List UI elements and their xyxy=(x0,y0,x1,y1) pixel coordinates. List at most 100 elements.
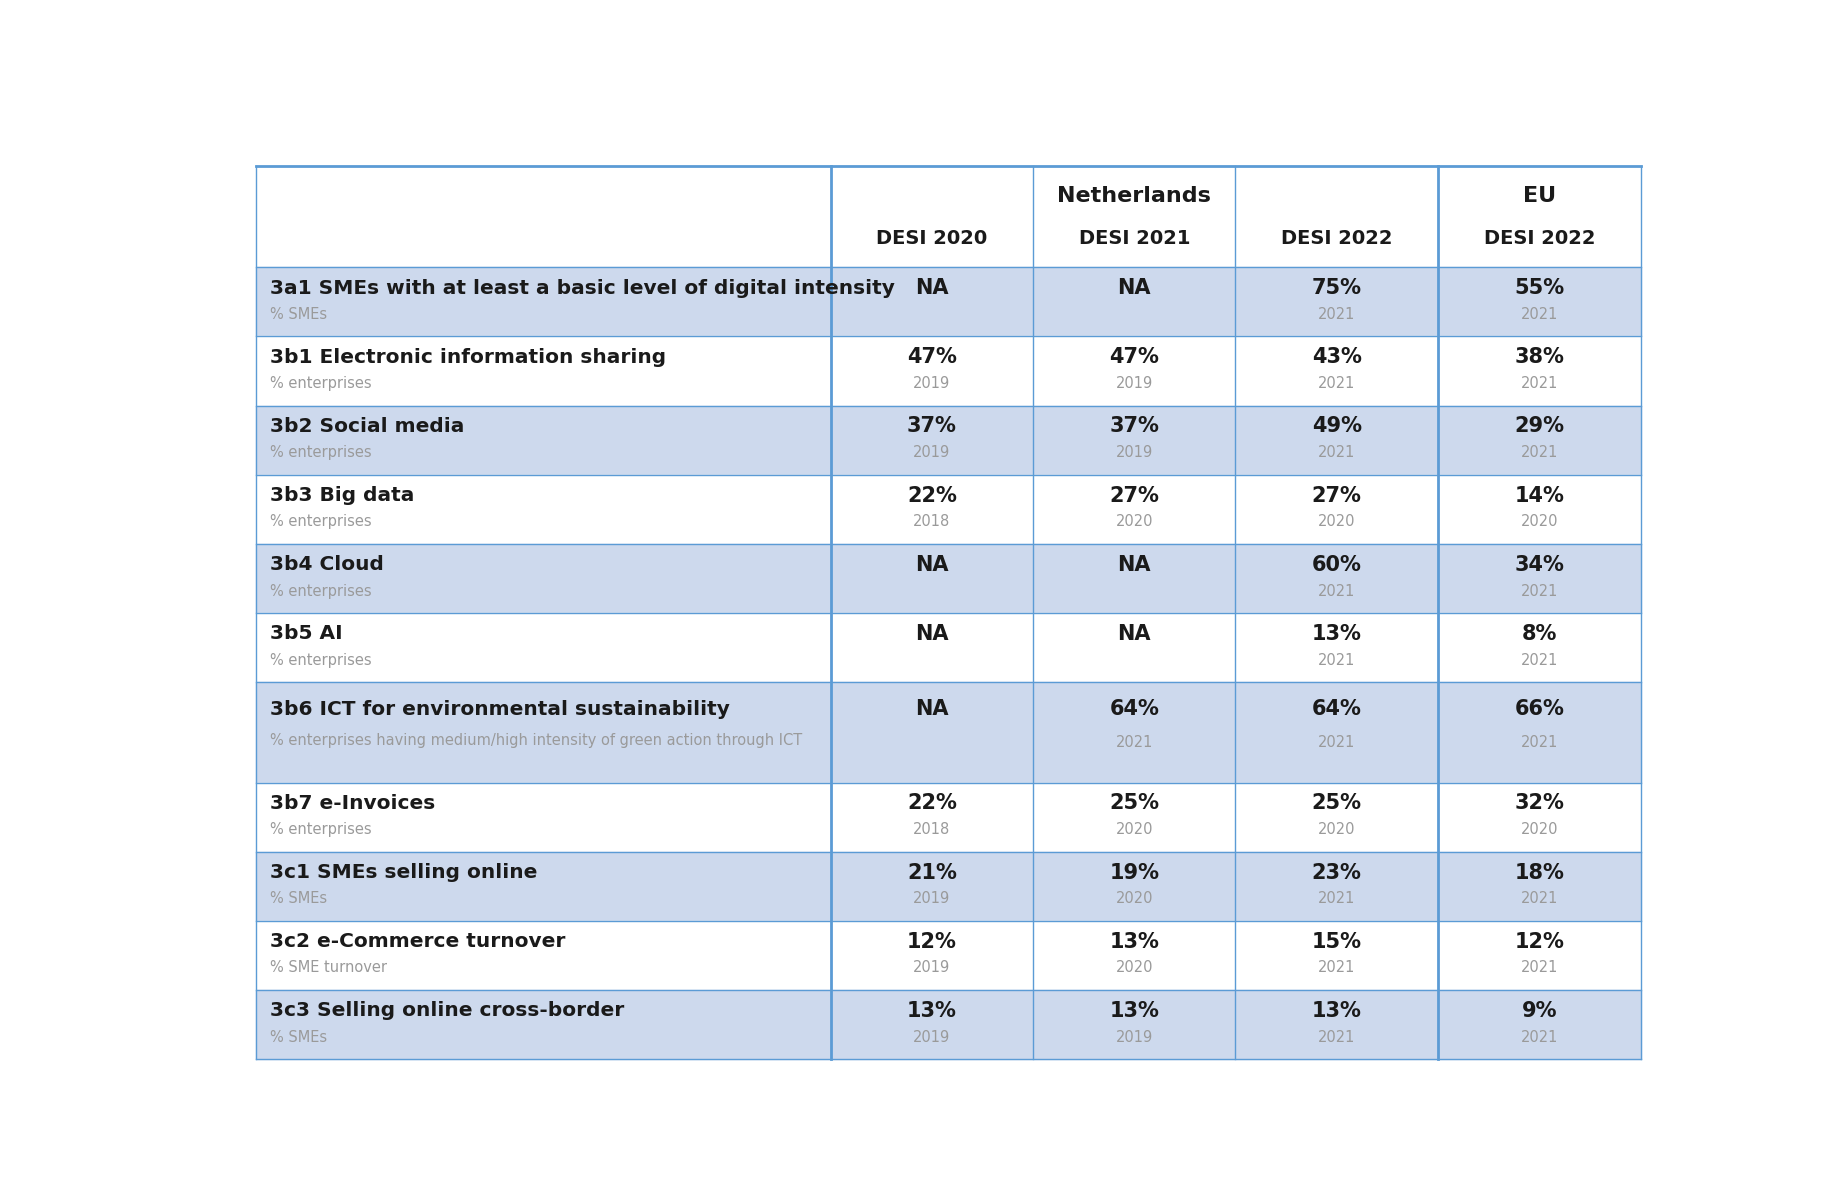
Text: 25%: 25% xyxy=(1109,794,1159,813)
Text: 25%: 25% xyxy=(1312,794,1361,813)
Text: 49%: 49% xyxy=(1312,416,1361,436)
Text: 2021: 2021 xyxy=(1319,1030,1356,1044)
Text: 64%: 64% xyxy=(1312,700,1361,720)
Text: % enterprises: % enterprises xyxy=(269,515,372,529)
Text: 13%: 13% xyxy=(1109,932,1159,951)
Text: % enterprises having medium/high intensity of green action through ICT: % enterprises having medium/high intensi… xyxy=(269,733,801,749)
Text: 32%: 32% xyxy=(1514,794,1564,813)
Text: NA: NA xyxy=(915,623,949,644)
Text: 2020: 2020 xyxy=(1116,515,1153,529)
Text: 2019: 2019 xyxy=(914,445,950,460)
Text: 21%: 21% xyxy=(906,863,956,882)
Text: 3c2 e-Commerce turnover: 3c2 e-Commerce turnover xyxy=(269,932,565,951)
Text: 2018: 2018 xyxy=(914,822,950,837)
Text: % enterprises: % enterprises xyxy=(269,584,372,598)
Text: % enterprises: % enterprises xyxy=(269,375,372,391)
Bar xyxy=(256,682,1641,783)
Text: 18%: 18% xyxy=(1514,863,1564,882)
Text: 23%: 23% xyxy=(1312,863,1361,882)
Text: 2021: 2021 xyxy=(1521,892,1558,906)
Text: 2021: 2021 xyxy=(1521,735,1558,750)
Text: 2020: 2020 xyxy=(1520,822,1558,837)
Bar xyxy=(256,613,1641,682)
Text: 3b1 Electronic information sharing: 3b1 Electronic information sharing xyxy=(269,348,667,367)
Text: 38%: 38% xyxy=(1514,347,1564,367)
Text: 2018: 2018 xyxy=(914,515,950,529)
Text: 2021: 2021 xyxy=(1319,375,1356,391)
Text: 3b6 ICT for environmental sustainability: 3b6 ICT for environmental sustainability xyxy=(269,700,729,719)
Text: 9%: 9% xyxy=(1521,1001,1556,1020)
Text: 3b3 Big data: 3b3 Big data xyxy=(269,486,414,505)
Text: 3b2 Social media: 3b2 Social media xyxy=(269,417,464,436)
Text: % enterprises: % enterprises xyxy=(269,445,372,460)
Text: 2021: 2021 xyxy=(1116,735,1153,750)
Text: 3c1 SMEs selling online: 3c1 SMEs selling online xyxy=(269,863,538,882)
Text: 12%: 12% xyxy=(906,932,956,951)
Text: 2020: 2020 xyxy=(1520,515,1558,529)
Text: % enterprises: % enterprises xyxy=(269,822,372,837)
Text: 2021: 2021 xyxy=(1521,961,1558,975)
Text: 3c3 Selling online cross-border: 3c3 Selling online cross-border xyxy=(269,1001,624,1020)
Text: NA: NA xyxy=(915,278,949,298)
Text: % SMEs: % SMEs xyxy=(269,306,326,322)
Text: 60%: 60% xyxy=(1312,554,1361,575)
Text: % SME turnover: % SME turnover xyxy=(269,961,387,975)
Text: NA: NA xyxy=(915,554,949,575)
Text: 2021: 2021 xyxy=(1521,375,1558,391)
Text: DESI 2020: DESI 2020 xyxy=(877,229,987,248)
Text: 34%: 34% xyxy=(1514,554,1564,575)
Text: 66%: 66% xyxy=(1514,700,1564,720)
Text: NA: NA xyxy=(1118,623,1151,644)
Text: % enterprises: % enterprises xyxy=(269,653,372,668)
Text: 2021: 2021 xyxy=(1319,445,1356,460)
Text: 3a1 SMEs with at least a basic level of digital intensity: 3a1 SMEs with at least a basic level of … xyxy=(269,279,895,298)
Text: 8%: 8% xyxy=(1521,623,1556,644)
Text: 27%: 27% xyxy=(1109,485,1159,505)
Text: 19%: 19% xyxy=(1109,863,1159,882)
Bar xyxy=(256,405,1641,474)
Text: 2020: 2020 xyxy=(1116,822,1153,837)
Bar xyxy=(256,166,1641,267)
Text: 2019: 2019 xyxy=(914,892,950,906)
Text: 3b7 e-Invoices: 3b7 e-Invoices xyxy=(269,794,435,813)
Text: 2021: 2021 xyxy=(1521,445,1558,460)
Text: 2019: 2019 xyxy=(1116,1030,1153,1044)
Text: 2021: 2021 xyxy=(1521,584,1558,598)
Text: 22%: 22% xyxy=(906,794,956,813)
Text: 55%: 55% xyxy=(1514,278,1564,298)
Text: 2021: 2021 xyxy=(1319,961,1356,975)
Bar xyxy=(256,921,1641,991)
Text: 22%: 22% xyxy=(906,485,956,505)
Text: 27%: 27% xyxy=(1312,485,1361,505)
Text: 2021: 2021 xyxy=(1521,306,1558,322)
Text: 37%: 37% xyxy=(1109,416,1159,436)
Text: 2021: 2021 xyxy=(1319,653,1356,668)
Bar xyxy=(256,336,1641,405)
Text: 2019: 2019 xyxy=(914,1030,950,1044)
Text: 2019: 2019 xyxy=(1116,445,1153,460)
Text: % SMEs: % SMEs xyxy=(269,1030,326,1044)
Text: 2021: 2021 xyxy=(1521,1030,1558,1044)
Text: 13%: 13% xyxy=(1312,1001,1361,1020)
Text: DESI 2022: DESI 2022 xyxy=(1483,229,1595,248)
Bar xyxy=(256,991,1641,1060)
Text: 2020: 2020 xyxy=(1319,515,1356,529)
Text: 13%: 13% xyxy=(906,1001,956,1020)
Text: 3b4 Cloud: 3b4 Cloud xyxy=(269,555,383,575)
Text: DESI 2022: DESI 2022 xyxy=(1280,229,1393,248)
Text: 2021: 2021 xyxy=(1319,735,1356,750)
Text: 29%: 29% xyxy=(1514,416,1564,436)
Text: 37%: 37% xyxy=(906,416,956,436)
Text: 2021: 2021 xyxy=(1521,653,1558,668)
Bar xyxy=(256,267,1641,336)
Text: 13%: 13% xyxy=(1109,1001,1159,1020)
Text: 47%: 47% xyxy=(1109,347,1159,367)
Text: 2019: 2019 xyxy=(914,375,950,391)
Text: NA: NA xyxy=(1118,554,1151,575)
Text: NA: NA xyxy=(1118,278,1151,298)
Bar xyxy=(256,474,1641,544)
Text: 2020: 2020 xyxy=(1116,892,1153,906)
Text: 3b5 AI: 3b5 AI xyxy=(269,625,343,644)
Text: 13%: 13% xyxy=(1312,623,1361,644)
Bar xyxy=(256,544,1641,613)
